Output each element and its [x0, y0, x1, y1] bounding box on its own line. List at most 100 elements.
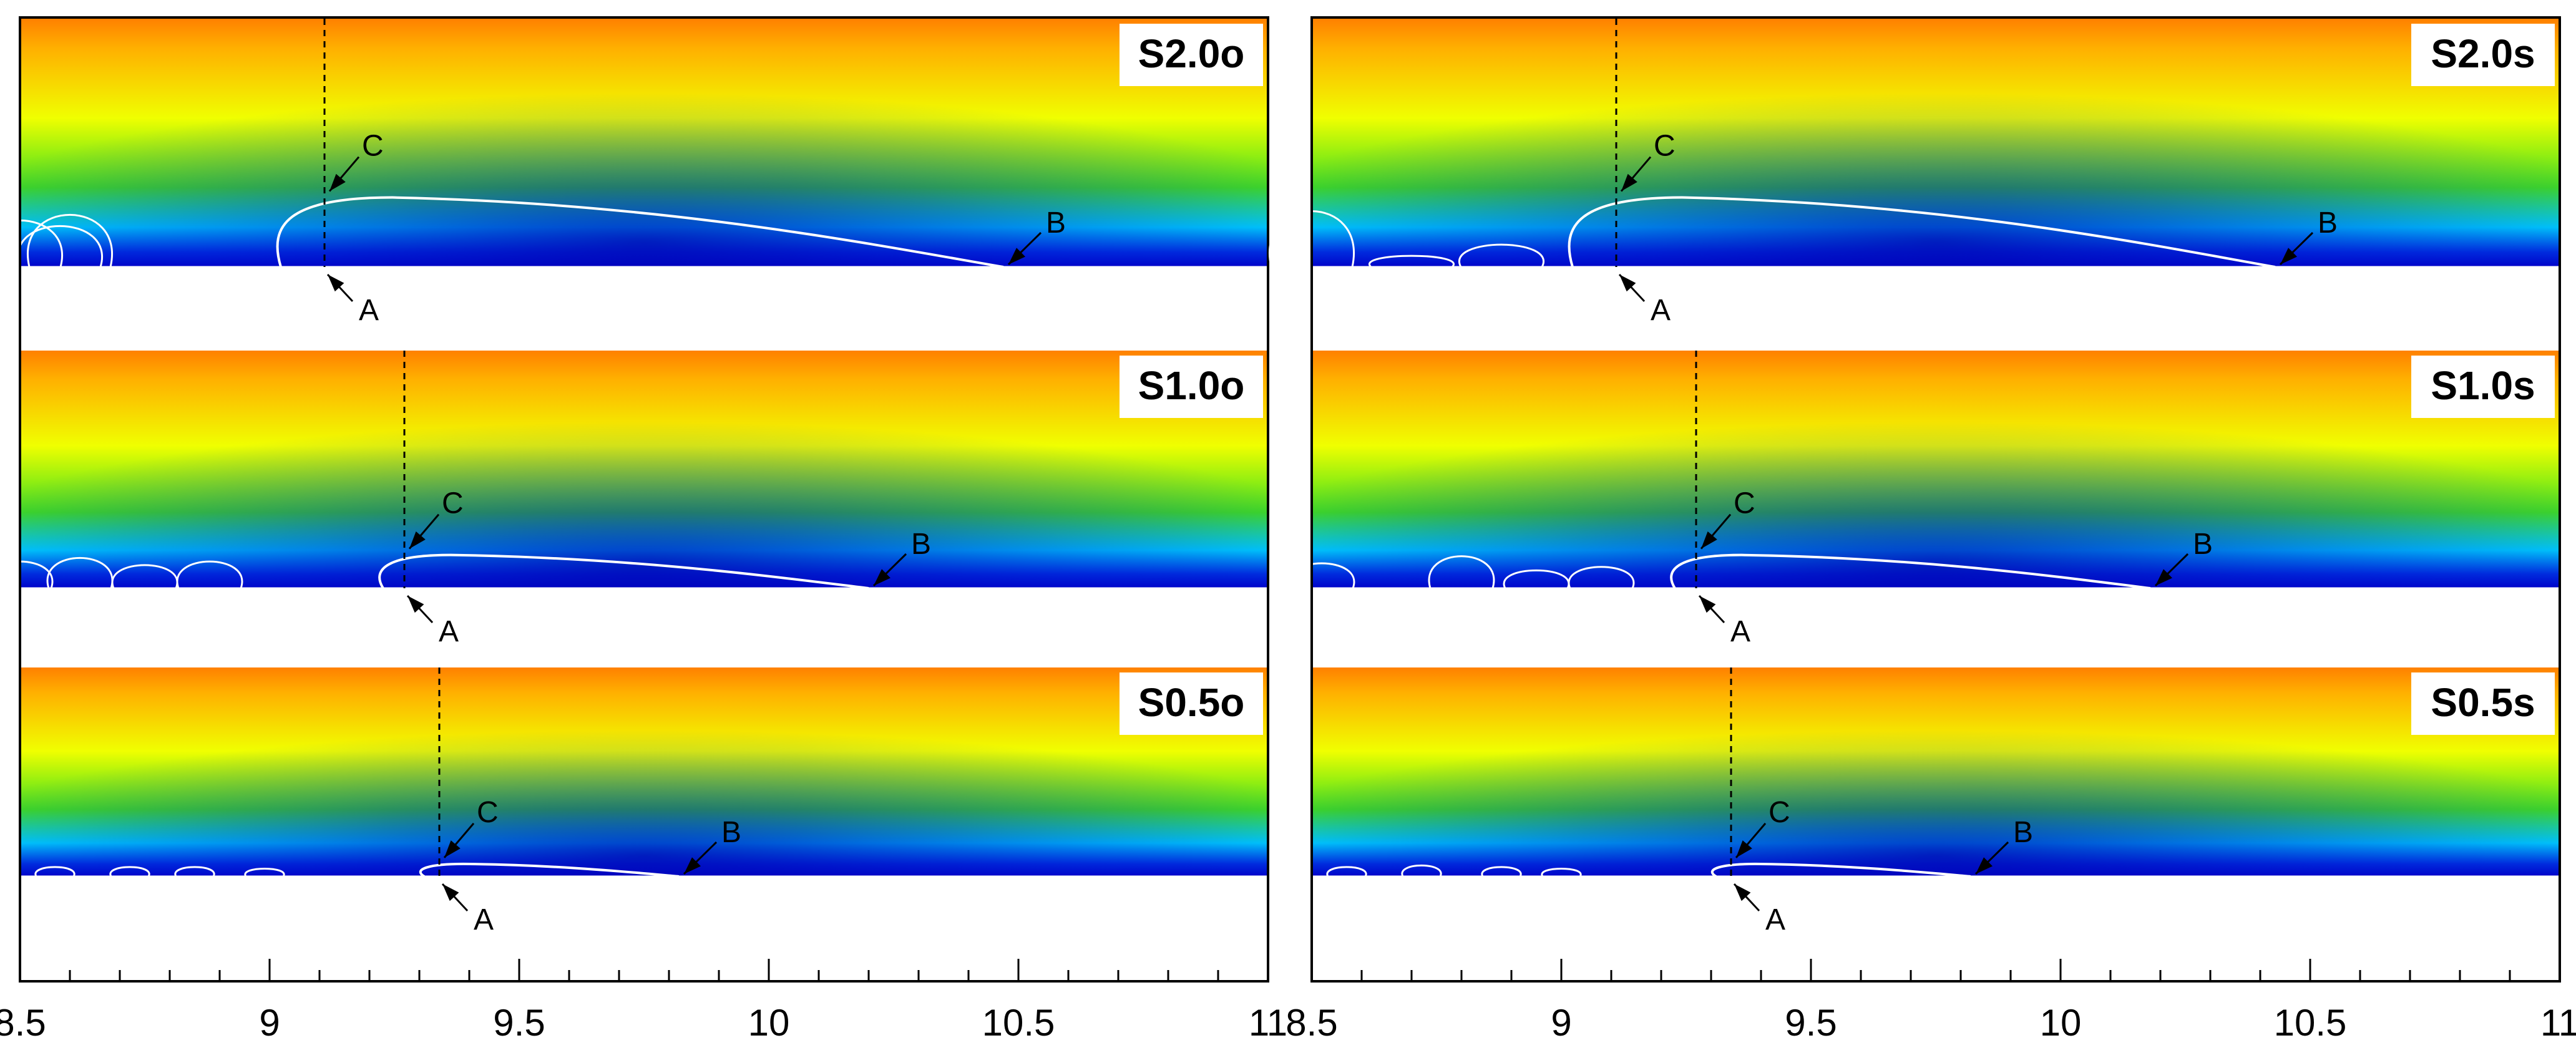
label-b: B [2318, 206, 2338, 240]
panel-s2-0s: A C B S2.0s [1269, 19, 2560, 349]
panel-label: S0.5s [2431, 680, 2535, 725]
arrow-a-head [442, 884, 459, 901]
panel-label-box [1120, 672, 1263, 735]
upstream-bubble [1326, 866, 1367, 877]
arrow-b-head [2155, 569, 2172, 586]
arrow-c-head [444, 840, 461, 858]
upstream-bubble [1288, 562, 1355, 589]
upstream-bubble [1401, 864, 1442, 877]
arrow-a-head [1699, 596, 1716, 613]
contour-field-shade [1312, 667, 2560, 876]
panel-s0-5s: A C B S0.5s [1312, 667, 2560, 981]
upstream-bubble [109, 866, 150, 877]
arrow-a [1698, 595, 1725, 624]
arrow-c [443, 822, 475, 858]
tick-label: 9.5 [493, 1002, 545, 1044]
x-axis: 8.5 9 9.5 10 10.5 11 [0, 959, 1287, 1044]
upstream-bubble [1481, 866, 1522, 877]
panel-label: S2.0o [1138, 31, 1245, 76]
arrow-c-head [1621, 173, 1637, 192]
panel-s0-5o: A C B S0.5o [20, 667, 1268, 981]
upstream-bubble [1568, 566, 1635, 589]
label-a: A [474, 903, 494, 936]
arrow-a [1618, 273, 1646, 303]
arrow-b [683, 841, 718, 875]
arrow-b-head [874, 569, 890, 586]
arrow-b [1007, 231, 1042, 266]
label-a: A [359, 294, 379, 327]
left-column: A C B S2.0o A C B S1.0o A C B S0.5o 8.5 9 9.5 10 10.5 11 [0, 16, 1287, 1044]
panel-label-box [1120, 356, 1263, 418]
upstream-bubble [176, 560, 243, 589]
arrow-c-head [1701, 531, 1717, 549]
wall-region [1312, 588, 2560, 667]
wall-region [20, 267, 1268, 349]
tick-label: 11 [2540, 1002, 2576, 1044]
separation-contour [1568, 196, 2276, 268]
separation-contour [419, 862, 680, 878]
upstream-bubble [1428, 555, 1495, 589]
arrow-c-head [329, 173, 346, 192]
tick-label: 8.5 [0, 1002, 46, 1044]
upstream-bubble [244, 867, 285, 877]
arrow-b [872, 553, 907, 587]
right-column: A C B S2.0s A C B S1.0s A C B S0.5s 8.5 9 9.5 10 10.5 11 [1269, 16, 2576, 1044]
contour-field-shade [1312, 351, 2560, 588]
tick-label: 10 [748, 1002, 790, 1044]
arrow-a-head [1734, 884, 1751, 901]
tick-label: 9 [259, 1002, 280, 1044]
tick-label: 10.5 [982, 1002, 1055, 1044]
tick-label: 9.5 [1785, 1002, 1837, 1044]
panel-frame [1310, 16, 2561, 983]
contour-field-shade [20, 351, 1268, 588]
upstream-bubble [1541, 867, 1582, 877]
arrow-b [2279, 231, 2314, 266]
label-b: B [911, 528, 931, 561]
arrow-c-head [409, 531, 426, 549]
x-axis: 8.5 9 9.5 10 10.5 11 [1286, 959, 2576, 1044]
wall-region [20, 876, 1268, 981]
arrow-c [408, 513, 440, 550]
arrow-c [1620, 156, 1652, 192]
label-c: C [1734, 487, 1755, 520]
label-b: B [1046, 206, 1066, 240]
panel-label-box [2411, 24, 2555, 86]
arrow-b-head [1976, 857, 1993, 874]
arrow-c-head [1736, 840, 1752, 858]
wall-region [20, 588, 1268, 667]
label-c: C [362, 130, 384, 163]
separation-contour [378, 553, 869, 590]
panel-s1-0o: A C B S1.0o [0, 351, 1268, 667]
upstream-bubble [34, 866, 76, 877]
label-a: A [1651, 294, 1671, 327]
wall-region [1312, 876, 2560, 981]
arrow-a-head [407, 596, 424, 613]
label-c: C [477, 796, 499, 829]
label-a: A [1765, 903, 1785, 936]
separation-contour [276, 196, 1004, 268]
panel-label: S0.5o [1138, 680, 1245, 725]
upstream-bubble [46, 557, 114, 589]
arrow-b-head [684, 857, 701, 874]
panel-s2-0o: A C B S2.0o [0, 19, 1268, 349]
panel-label-box [1120, 24, 1263, 86]
separation-contour [1710, 862, 1971, 878]
arrow-a-head [1619, 274, 1636, 292]
tick-label: 9 [1551, 1002, 1571, 1044]
label-c: C [1769, 796, 1790, 829]
upstream-bubble [174, 866, 215, 877]
arrow-c [1735, 822, 1767, 858]
arrow-c [328, 156, 360, 192]
panel-label: S1.0o [1138, 363, 1245, 408]
panel-label: S1.0s [2431, 363, 2535, 408]
label-a: A [1730, 615, 1750, 648]
panel-s1-0s: A C B S1.0s [1288, 351, 2560, 667]
separation-contour [1670, 553, 2151, 590]
label-c: C [1654, 130, 1676, 163]
arrow-b-head [1008, 248, 1025, 264]
arrow-b [2154, 553, 2189, 587]
contour-field-shade [20, 667, 1268, 876]
contour-field-shade [20, 19, 1268, 267]
arrow-a [406, 595, 434, 624]
